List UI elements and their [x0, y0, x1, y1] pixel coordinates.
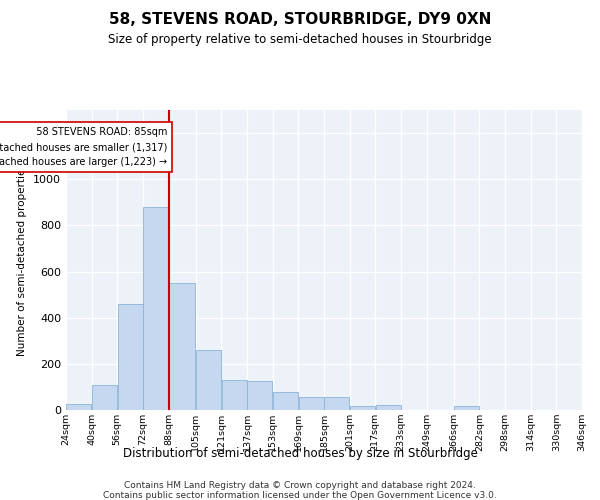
Text: 58, STEVENS ROAD, STOURBRIDGE, DY9 0XN: 58, STEVENS ROAD, STOURBRIDGE, DY9 0XN [109, 12, 491, 28]
Bar [92, 384, 117, 410]
Bar [273, 392, 298, 410]
Text: Contains HM Land Registry data © Crown copyright and database right 2024.: Contains HM Land Registry data © Crown c… [124, 481, 476, 490]
Bar [67, 404, 91, 410]
Bar [143, 207, 168, 410]
Bar [299, 398, 323, 410]
Text: Contains public sector information licensed under the Open Government Licence v3: Contains public sector information licen… [103, 491, 497, 500]
Bar [454, 406, 479, 410]
Bar [196, 350, 221, 410]
Text: 58 STEVENS ROAD: 85sqm
← 52% of semi-detached houses are smaller (1,317)
  48% o: 58 STEVENS ROAD: 85sqm ← 52% of semi-det… [0, 128, 167, 167]
Y-axis label: Number of semi-detached properties: Number of semi-detached properties [17, 164, 28, 356]
Bar [325, 398, 349, 410]
Bar [376, 406, 401, 410]
Bar [247, 381, 272, 410]
Text: Distribution of semi-detached houses by size in Stourbridge: Distribution of semi-detached houses by … [122, 448, 478, 460]
Text: Size of property relative to semi-detached houses in Stourbridge: Size of property relative to semi-detach… [108, 32, 492, 46]
Bar [169, 283, 196, 410]
Bar [222, 380, 247, 410]
Bar [118, 304, 143, 410]
Bar [350, 406, 375, 410]
